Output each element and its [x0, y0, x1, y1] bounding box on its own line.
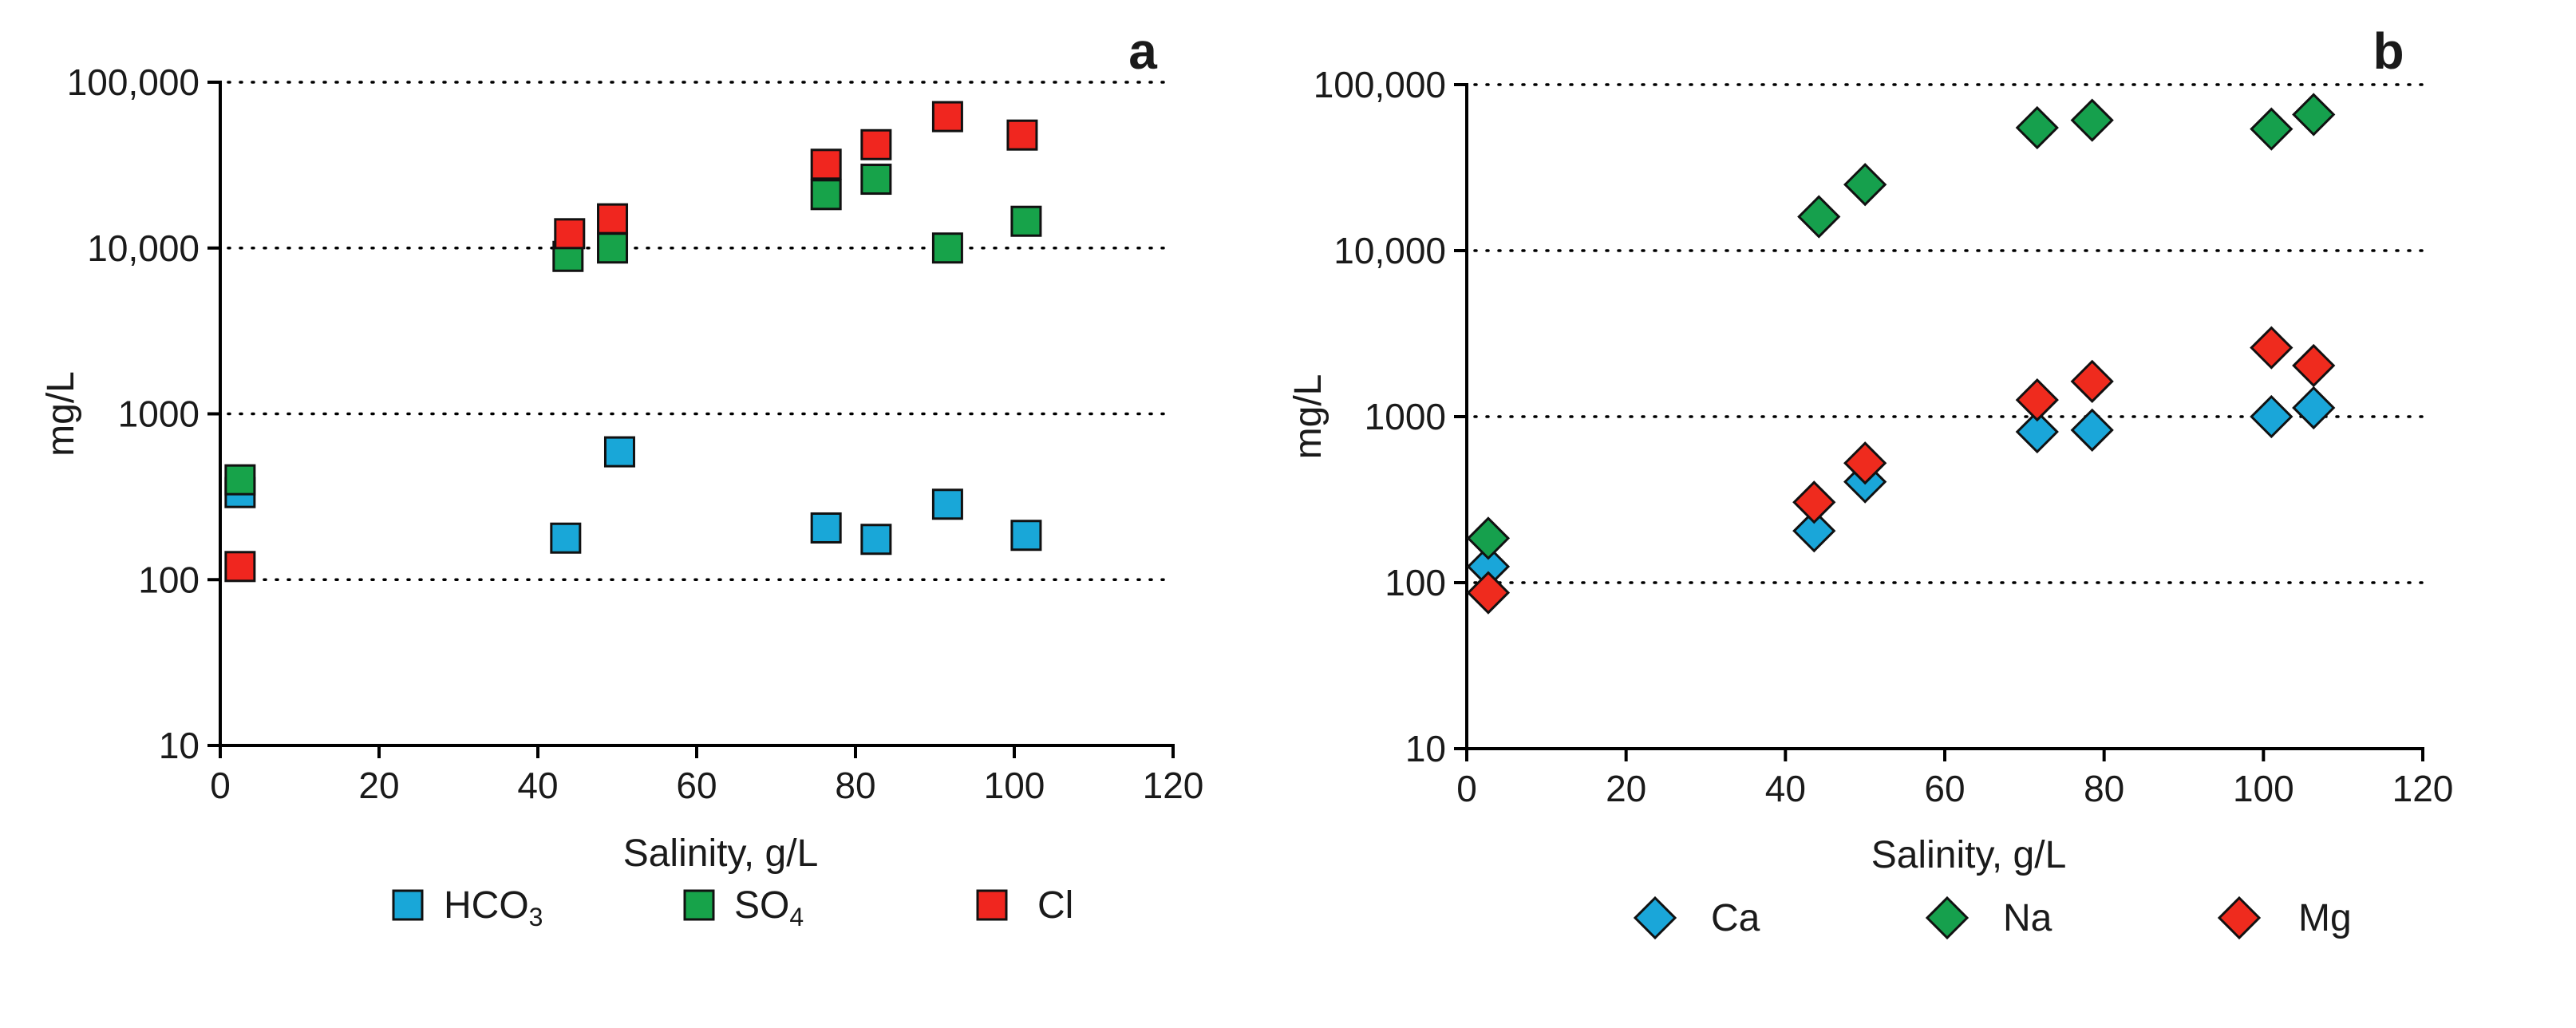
legend-item-hco3: HCO3	[392, 884, 543, 931]
data-point-na	[1466, 516, 1511, 560]
data-point-na	[2250, 107, 2294, 151]
y-tick-label: 100,000	[1314, 64, 1446, 105]
data-point-mg	[1792, 480, 1836, 524]
data-point-hco3	[860, 524, 892, 556]
x-tick-label: 80	[2084, 768, 2124, 809]
x-tick-label: 100	[984, 765, 1045, 806]
data-point-cl	[597, 203, 629, 235]
legend-label: Mg	[2298, 897, 2352, 939]
data-point-mg	[1466, 571, 1511, 615]
legend-item-mg: Mg	[2217, 896, 2352, 940]
legend-marker-hco3	[392, 889, 424, 921]
data-point-so4	[597, 232, 629, 264]
data-point-hco3	[550, 522, 582, 554]
data-point-mg	[1843, 441, 1887, 485]
x-tick-label: 0	[210, 765, 231, 806]
x-tick-label: 20	[358, 765, 399, 806]
data-point-mg	[2070, 359, 2114, 403]
data-point-cl	[810, 148, 842, 180]
legend-marker-mg	[2217, 896, 2262, 940]
x-tick-label: 80	[835, 765, 875, 806]
series-ca	[1466, 386, 2336, 588]
x-tick-label: 120	[1143, 765, 1204, 806]
series-mg	[1466, 326, 2336, 615]
x-tick-label: 40	[1765, 768, 1806, 809]
series-so4	[224, 164, 1042, 496]
data-point-mg	[2250, 326, 2294, 370]
y-tick-label: 10	[1405, 728, 1446, 769]
x-tick-label: 60	[676, 765, 717, 806]
legend-marker-so4	[683, 889, 715, 921]
legend-label: HCO3	[444, 884, 543, 931]
data-point-cl	[931, 101, 963, 132]
legend-label: Ca	[1711, 897, 1760, 939]
data-point-mg	[2015, 378, 2059, 422]
data-point-so4	[1010, 205, 1042, 237]
data-point-mg	[2292, 343, 2336, 388]
legend-marker-na	[1925, 896, 1970, 940]
data-point-so4	[224, 464, 256, 496]
data-point-ca	[2292, 386, 2336, 430]
data-point-so4	[931, 232, 963, 264]
x-tick-label: 40	[517, 765, 558, 806]
data-point-cl	[860, 128, 892, 160]
y-tick-label: 100	[1385, 562, 1446, 603]
data-point-ca	[2250, 394, 2294, 439]
data-point-cl	[224, 551, 256, 583]
data-point-na	[2292, 93, 2336, 136]
panel-b-chart: 10 100 1000 10,000 100,000 0 20 40 60 80 100 120 Sal…	[1287, 22, 2454, 940]
legend-label: SO4	[734, 884, 804, 931]
data-point-so4	[810, 179, 842, 211]
x-tick-label: 60	[1924, 768, 1965, 809]
legend-item-so4: SO4	[683, 884, 804, 931]
legend-item-cl: Cl	[976, 884, 1073, 927]
legend-label: Na	[2003, 897, 2053, 939]
data-point-hco3	[931, 488, 963, 520]
x-tick-label: 20	[1606, 768, 1646, 809]
series-cl	[224, 101, 1038, 583]
data-point-na	[1843, 163, 1887, 207]
x-tick-label: 120	[2392, 768, 2454, 809]
data-point-hco3	[810, 512, 842, 544]
x-tick-label: 100	[2233, 768, 2294, 809]
y-tick-label: 10,000	[1333, 230, 1446, 271]
x-axis-title: Salinity, g/L	[1871, 834, 2067, 876]
data-point-na	[1797, 195, 1841, 239]
y-tick-label: 10,000	[87, 227, 200, 269]
data-point-cl	[1006, 119, 1038, 151]
data-point-na	[2070, 98, 2114, 142]
legend-item-na: Na	[1925, 896, 2053, 940]
data-point-ca	[2015, 409, 2059, 454]
legend-marker-ca	[1633, 896, 1677, 940]
x-tick-label: 0	[1456, 768, 1477, 809]
y-tick-label: 100,000	[67, 61, 200, 103]
data-point-cl	[554, 218, 586, 250]
panel-letter: b	[2373, 22, 2404, 80]
legend-marker-cl	[976, 889, 1008, 921]
panel-a-chart: 10 100 1000 10,000 100,000 0 20 40 60 80 100 120 Sal…	[40, 22, 1203, 931]
y-tick-label: 1000	[1365, 396, 1446, 437]
y-tick-label: 100	[138, 559, 200, 600]
data-point-so4	[860, 164, 892, 196]
y-tick-label: 1000	[118, 393, 200, 435]
legend-item-ca: Ca	[1633, 896, 1760, 940]
data-point-na	[2015, 105, 2059, 150]
x-axis-title: Salinity, g/L	[623, 832, 819, 875]
y-axis-title: mg/L	[40, 371, 82, 457]
y-axis-title: mg/L	[1287, 374, 1329, 460]
series-hco3	[224, 436, 1042, 556]
data-point-hco3	[1010, 520, 1042, 552]
data-point-ca	[1792, 509, 1836, 553]
panel-letter: a	[1128, 22, 1157, 80]
y-tick-label: 10	[159, 725, 200, 766]
legend-label: Cl	[1037, 884, 1073, 927]
series-na	[1466, 93, 2336, 560]
data-point-hco3	[603, 436, 635, 468]
data-point-ca	[2070, 408, 2114, 452]
